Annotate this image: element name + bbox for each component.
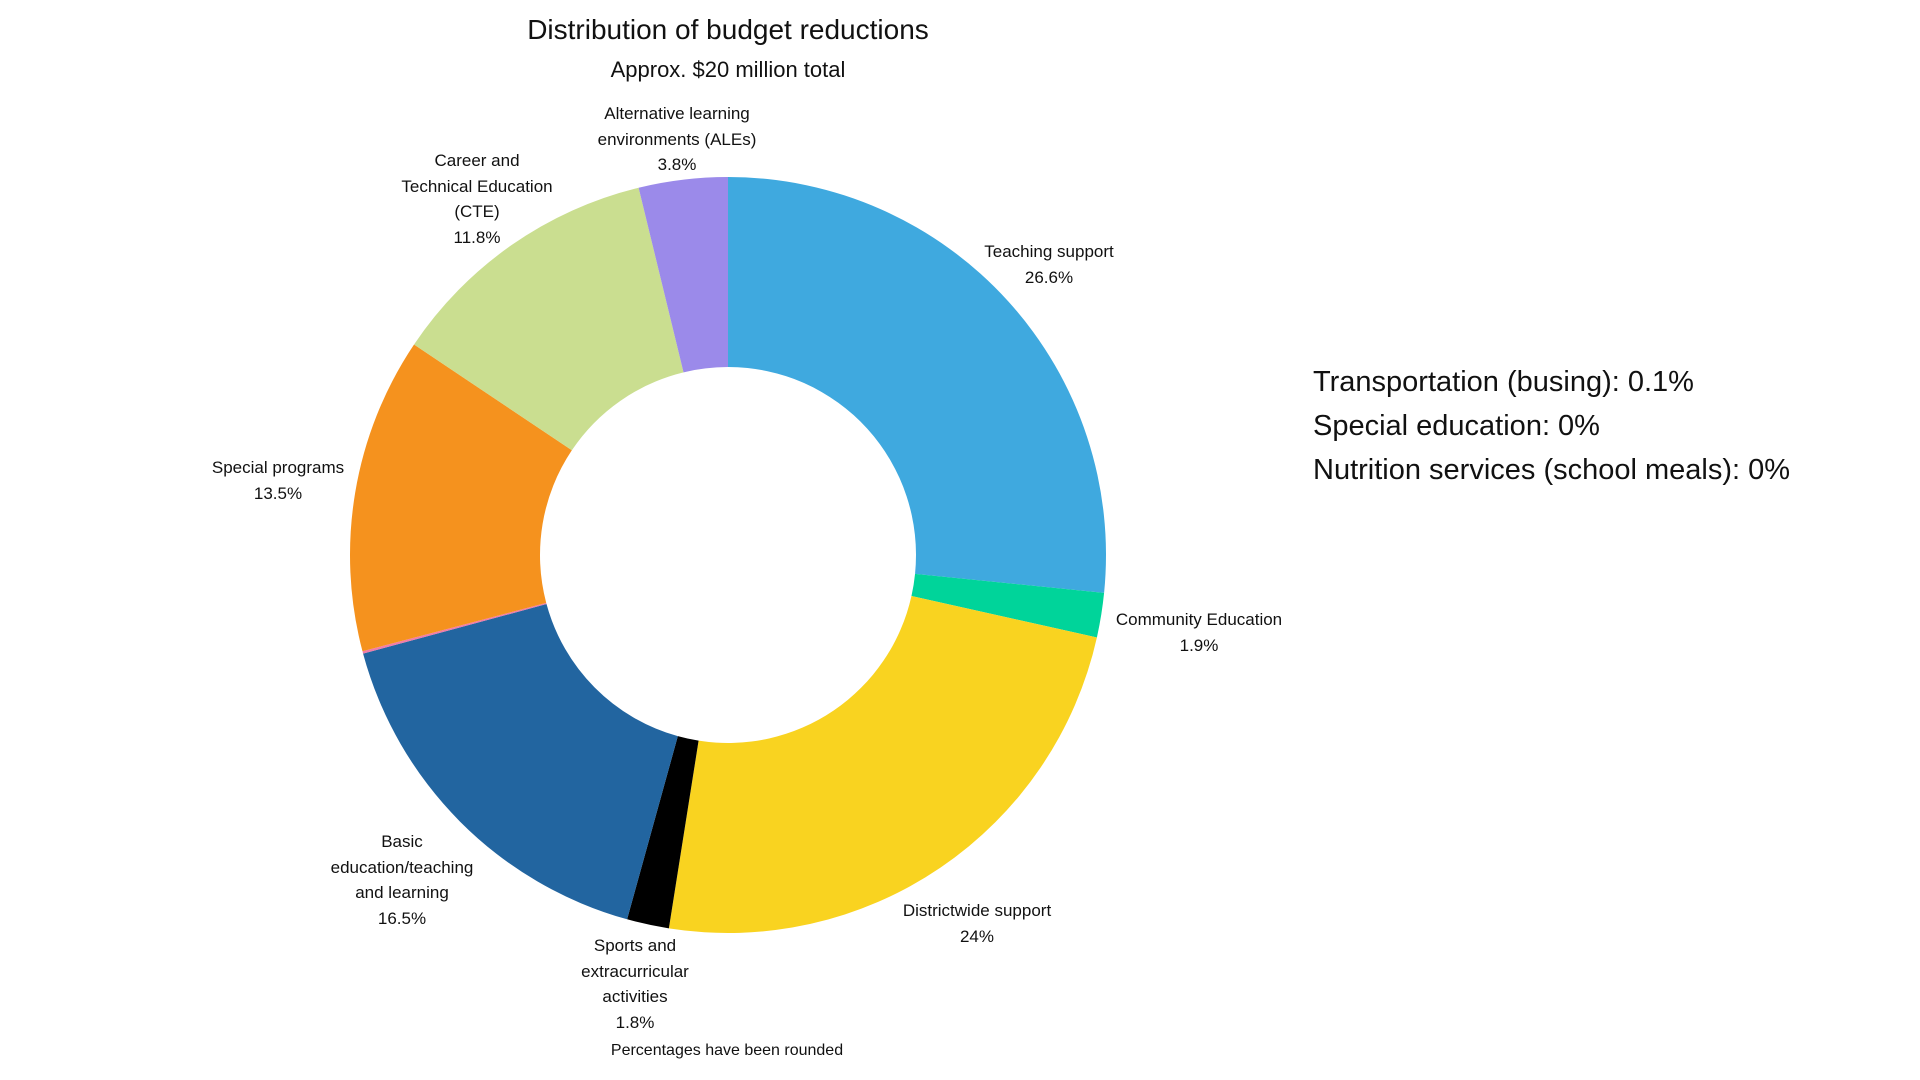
slice-label-line: (CTE) [454,202,500,221]
slice-label-1: Community Education 1.9% [1116,607,1282,658]
side-note-nutrition: Nutrition services (school meals): 0% [1313,454,1791,486]
slice-label-line: and learning [355,883,449,902]
slice-label-2: Districtwide support 24% [903,898,1051,949]
slice-label-line: activities [602,987,668,1006]
slice-label-7: Career and Technical Education (CTE) 11.8% [401,148,552,250]
chart-subtitle: Approx. $20 million total [610,57,846,82]
slice-label-line: Career and [434,151,520,170]
slice-label-line: Special programs [211,458,345,477]
slice-1 [911,573,1105,638]
footnote: Percentages have been rounded [610,1042,844,1059]
side-note-special-education: Special education: 0% [1313,410,1600,442]
slice-label-line: Teaching support [984,242,1114,261]
slice-label-line: Basic [381,832,423,851]
slice-7 [414,187,684,451]
slice-label-0: Teaching support 26.6% [984,239,1113,290]
slice-label-6: Special programs 13.5% [212,455,344,506]
slice-label-line: Sports and [593,936,677,955]
slice-value-label: 11.8% [453,227,501,247]
side-note-transportation: Transportation (busing): 0.1% [1313,366,1694,398]
side-notes: Transportation (busing): 0.1% Special ed… [1313,360,1790,492]
slice-label-3: Sports and extracurricular activities 1.8% [581,933,689,1035]
slice-value-label: 3.8% [657,155,697,174]
slice-4 [363,604,678,920]
slice-label-line: Alternative learning [604,104,750,123]
slice-label-line: environments (ALEs) [597,129,757,149]
slice-label-line: Community Education [1115,610,1283,629]
slice-label-4: Basic education/teaching and learning 16.5% [331,829,474,931]
slice-value-label: 24% [959,926,995,946]
slice-3 [627,736,699,929]
slice-label-line: education/teaching [330,857,474,877]
slice-8 [638,177,728,373]
slice-label-line: Technical Education [401,176,553,196]
slice-value-label: 1.9% [1179,635,1219,655]
slice-5 [362,602,547,654]
slice-label-8: Alternative learning environments (ALEs) 3… [598,101,757,178]
slice-value-label: 13.5% [253,483,303,503]
slice-value-label: 26.6% [1024,267,1074,287]
slice-2 [668,596,1097,933]
slice-label-line: Districtwide support [902,901,1052,920]
chart-title: Distribution of budget reductions [527,14,929,45]
slice-value-label: 16.5% [377,908,427,928]
slice-6 [349,344,572,652]
slice-0 [728,177,1106,593]
slice-value-label: 1.8% [615,1012,655,1032]
slice-label-line: extracurricular [581,961,689,981]
